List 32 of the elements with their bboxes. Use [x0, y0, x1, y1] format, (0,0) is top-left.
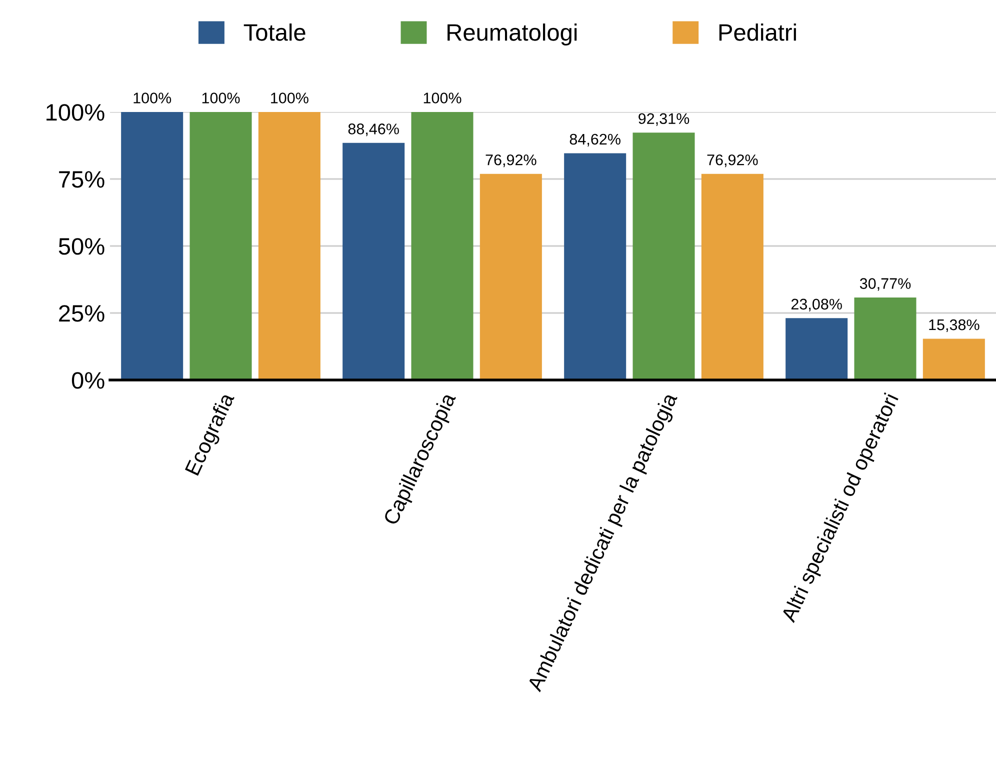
bar	[190, 112, 252, 380]
data-label: 100%	[134, 92, 172, 104]
bar	[258, 112, 320, 380]
data-label: 76,92%	[486, 154, 536, 168]
y-tick-label: 25%	[59, 305, 104, 322]
bar	[564, 153, 626, 380]
bar	[342, 142, 405, 380]
data-label: 23,08%	[791, 298, 842, 312]
y-tick-label: 0%	[72, 372, 104, 389]
bar	[854, 298, 916, 380]
data-label: 100%	[202, 92, 240, 104]
data-label: 100%	[271, 92, 308, 104]
bar	[786, 318, 848, 380]
bar	[632, 132, 695, 380]
data-label: 88,46%	[348, 124, 399, 136]
data-label: 84,62%	[570, 134, 620, 146]
y-tick-label: 75%	[59, 171, 104, 188]
legend-label: Pediatri	[719, 24, 796, 41]
data-label: 30,77%	[860, 278, 911, 291]
legend-label: Reumatologi	[448, 24, 577, 46]
bar	[701, 174, 764, 380]
data-label: 92,31%	[638, 113, 690, 126]
data-label: 76,92%	[707, 154, 758, 168]
bar	[922, 338, 985, 380]
y-tick-label: 50%	[58, 238, 104, 255]
data-label: 100%	[424, 92, 462, 104]
bar	[121, 112, 184, 380]
y-tick-label: 100%	[46, 104, 104, 121]
data-label: 15,38%	[929, 319, 980, 332]
legend-label: Totale	[244, 24, 306, 41]
bar	[480, 174, 542, 380]
bar	[411, 112, 474, 380]
